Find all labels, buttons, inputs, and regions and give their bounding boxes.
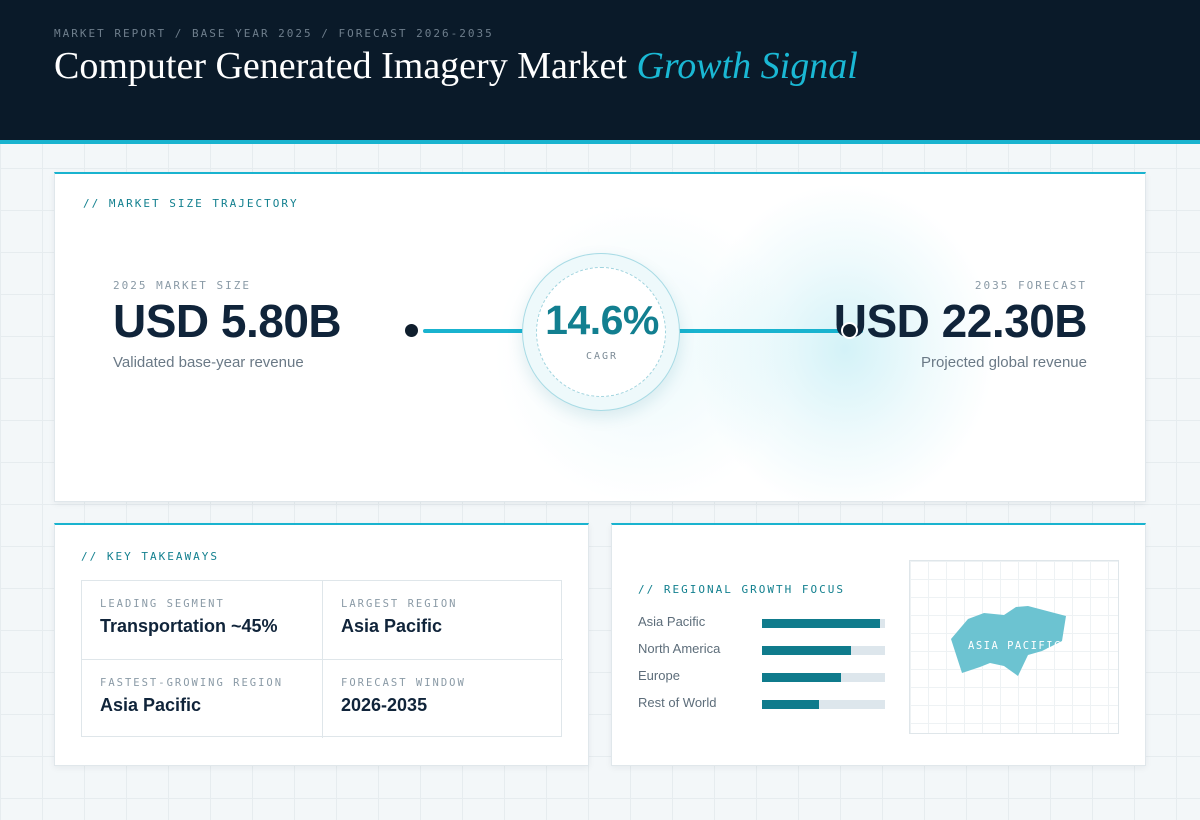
region-bar-fill xyxy=(762,646,851,655)
start-eyebrow: 2025 MARKET SIZE xyxy=(113,279,251,292)
region-bar-row: Asia Pacific xyxy=(638,613,888,633)
region-bar-row: Rest of World xyxy=(638,694,888,714)
takeaways-grid: LEADING SEGMENT Transportation ~45% LARG… xyxy=(81,580,563,738)
background-glow-right xyxy=(695,184,995,501)
region-name: Europe xyxy=(638,668,680,683)
map-region-label: ASIA PACIFIC xyxy=(968,640,1062,652)
title-accent: Growth Signal xyxy=(636,45,858,87)
region-name: Asia Pacific xyxy=(638,614,706,629)
report-eyebrow: MARKET REPORT / BASE YEAR 2025 / FORECAS… xyxy=(54,27,494,40)
start-subtext: Validated base-year revenue xyxy=(113,354,304,371)
takeaways-section-label: // KEY TAKEAWAYS xyxy=(81,550,219,563)
end-eyebrow: 2035 FORECAST xyxy=(974,279,1087,292)
takeaway-key: LEADING SEGMENT xyxy=(100,598,225,610)
start-market-size: USD 5.80B xyxy=(113,295,342,347)
region-bar-row: North America xyxy=(638,640,888,660)
regional-section-label: // REGIONAL GROWTH FOCUS xyxy=(638,583,845,596)
takeaway-leading-segment: LEADING SEGMENT Transportation ~45% xyxy=(82,581,322,659)
takeaway-fastest-growing-region: FASTEST-GROWING REGION Asia Pacific xyxy=(82,659,322,738)
cagr-value: 14.6% xyxy=(545,297,659,343)
region-name: North America xyxy=(638,641,721,656)
region-bar-track xyxy=(762,700,885,709)
end-dot xyxy=(841,322,858,339)
forecast-market-size: USD 22.30B xyxy=(833,295,1088,347)
takeaway-largest-region: LARGEST REGION Asia Pacific xyxy=(322,581,563,659)
regional-growth-card: // REGIONAL GROWTH FOCUS Asia Pacific No… xyxy=(611,523,1146,766)
page-title: Computer Generated Imagery Market Growth… xyxy=(54,44,858,88)
takeaway-key: FORECAST WINDOW xyxy=(341,677,466,689)
region-bar-fill xyxy=(762,619,881,628)
region-bar-fill xyxy=(762,673,841,682)
region-bar-row: Europe xyxy=(638,667,888,687)
region-bar-fill xyxy=(762,700,819,709)
report-header: MARKET REPORT / BASE YEAR 2025 / FORECAS… xyxy=(0,0,1200,144)
takeaway-key: FASTEST-GROWING REGION xyxy=(100,677,284,689)
cagr-badge: 14.6% CAGR xyxy=(522,253,680,411)
takeaway-value: Asia Pacific xyxy=(100,695,202,715)
region-name: Rest of World xyxy=(638,695,717,710)
key-takeaways-card: // KEY TAKEAWAYS LEADING SEGMENT Transpo… xyxy=(54,523,589,766)
region-bar-track xyxy=(762,673,885,682)
title-main: Computer Generated Imagery Market xyxy=(54,45,627,87)
start-dot xyxy=(403,322,420,339)
market-size-trajectory-card: // MARKET SIZE TRAJECTORY 2025 MARKET SI… xyxy=(54,172,1146,502)
region-bar-track xyxy=(762,646,885,655)
takeaway-value: Transportation ~45% xyxy=(100,616,278,636)
takeaway-value: 2026-2035 xyxy=(341,695,428,715)
takeaway-forecast-window: FORECAST WINDOW 2026-2035 xyxy=(322,659,563,738)
asia-pacific-region-shape xyxy=(951,606,1066,676)
takeaway-key: LARGEST REGION xyxy=(341,598,458,610)
cagr-label: CAGR xyxy=(585,351,619,362)
takeaway-value: Asia Pacific xyxy=(341,616,443,636)
trajectory-section-label: // MARKET SIZE TRAJECTORY xyxy=(83,197,299,210)
asia-pacific-map-shape xyxy=(951,606,1066,676)
end-subtext: Projected global revenue xyxy=(921,354,1087,371)
region-map: ASIA PACIFIC xyxy=(909,560,1119,734)
cagr-inner-ring xyxy=(536,267,666,397)
region-bar-track xyxy=(762,619,885,628)
